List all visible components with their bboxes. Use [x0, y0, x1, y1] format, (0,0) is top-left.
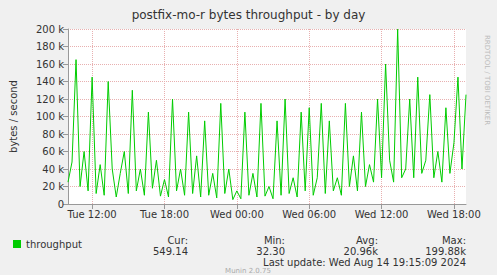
svg-text:Min:: Min: [264, 235, 285, 246]
svg-text:throughput: throughput [26, 239, 82, 250]
svg-text:Tue 18:00: Tue 18:00 [139, 209, 189, 220]
svg-text:Avg:: Avg: [356, 235, 378, 246]
svg-text:20.96k: 20.96k [344, 246, 379, 257]
svg-text:20 k: 20 k [42, 181, 64, 192]
svg-text:postfix-mo-r bytes throughput: postfix-mo-r bytes throughput - by day [132, 8, 366, 22]
svg-text:60 k: 60 k [42, 146, 64, 157]
svg-text:Wed 00:00: Wed 00:00 [210, 209, 264, 220]
svg-text:Wed 18:00: Wed 18:00 [427, 209, 481, 220]
svg-text:Cur:: Cur: [167, 235, 188, 246]
svg-text:Tue 12:00: Tue 12:00 [67, 209, 117, 220]
svg-text:80 k: 80 k [42, 129, 64, 140]
svg-text:0: 0 [58, 199, 64, 210]
svg-text:Last update: Wed Aug 14 19:15:: Last update: Wed Aug 14 19:15:09 2024 [263, 257, 466, 268]
svg-text:32.30: 32.30 [256, 246, 285, 257]
svg-text:Wed 12:00: Wed 12:00 [355, 209, 409, 220]
svg-text:120 k: 120 k [36, 94, 64, 105]
svg-text:180 k: 180 k [36, 41, 64, 52]
svg-text:199.88k: 199.88k [425, 246, 466, 257]
svg-text:Wed 06:00: Wed 06:00 [282, 209, 336, 220]
svg-text:Munin 2.0.75: Munin 2.0.75 [225, 267, 271, 275]
svg-text:140 k: 140 k [36, 76, 64, 87]
svg-text:160 k: 160 k [36, 59, 64, 70]
svg-text:Max:: Max: [442, 235, 466, 246]
svg-text:RRDTOOL / TOBI OETIKER: RRDTOOL / TOBI OETIKER [483, 35, 491, 125]
svg-text:100 k: 100 k [36, 111, 64, 122]
svg-text:40 k: 40 k [42, 164, 64, 175]
svg-text:549.14: 549.14 [153, 246, 188, 257]
svg-text:200 k: 200 k [36, 24, 64, 35]
svg-text:bytes / second: bytes / second [8, 80, 19, 153]
